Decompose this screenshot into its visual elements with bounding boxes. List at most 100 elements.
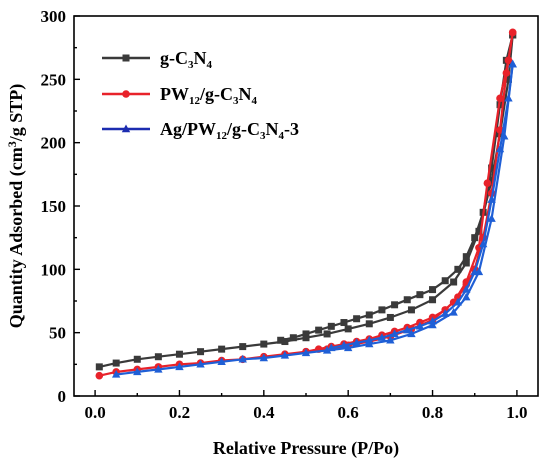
data-point (352, 338, 361, 346)
series-2 (111, 59, 517, 378)
data-point (496, 94, 504, 103)
x-tick-label: 1.0 (506, 403, 527, 422)
data-point (280, 350, 290, 359)
data-point (488, 177, 496, 185)
data-point (462, 253, 470, 261)
data-point (218, 345, 226, 353)
legend-swatch-marker (122, 90, 130, 98)
data-point (508, 28, 517, 37)
data-point (487, 214, 496, 222)
data-point (450, 278, 458, 286)
series-line-adsorption (116, 63, 514, 376)
data-point (441, 309, 450, 317)
data-point (454, 265, 462, 273)
data-point (504, 93, 513, 102)
data-point (478, 239, 488, 248)
data-point (471, 234, 479, 242)
data-point (323, 330, 331, 338)
data-point (462, 259, 470, 267)
data-point (462, 292, 471, 301)
data-point (403, 296, 411, 304)
legend: g-C3N4 PW12/g-C3N4 Ag/PW12/g-C3N4-3 (102, 48, 299, 142)
data-point (470, 267, 479, 276)
data-point (453, 297, 463, 306)
data-point (111, 369, 121, 378)
data-point (239, 343, 247, 351)
y-tick-label: 200 (41, 134, 67, 153)
data-point (391, 301, 399, 309)
data-point (415, 321, 425, 330)
x-tick-label: 0.8 (422, 403, 443, 422)
data-point (416, 291, 424, 299)
y-tick-label: 300 (41, 7, 67, 26)
data-point (377, 333, 387, 341)
y-tick-label: 100 (41, 260, 67, 279)
x-axis-title: Relative Pressure (P/Po) (213, 438, 399, 459)
data-point (327, 322, 335, 330)
data-point (322, 345, 332, 354)
series-line-desorption (305, 32, 514, 353)
tick-layer: 0.0 0.2 0.4 0.6 0.8 1.0 0 50 100 150 200 250 300 (41, 7, 528, 422)
data-point (154, 364, 163, 373)
legend-swatch-marker (122, 54, 130, 62)
data-point (353, 315, 361, 323)
y-tick-label: 150 (41, 197, 67, 216)
data-point (483, 179, 492, 187)
data-point (281, 338, 289, 346)
data-point (95, 363, 103, 371)
data-point (475, 227, 483, 235)
data-point (315, 326, 323, 334)
data-point (277, 336, 285, 344)
data-point (449, 307, 458, 316)
series-line-desorption (280, 34, 514, 342)
series-0 (95, 31, 517, 371)
data-point (260, 340, 268, 348)
series-1 (95, 28, 517, 380)
legend-label: PW12/g-C3N4 (160, 84, 258, 107)
data-point (133, 355, 141, 363)
data-point (504, 75, 512, 83)
y-axis-title: Quantity Adsorbed (cm3/g STP) (5, 84, 27, 329)
data-point (344, 325, 352, 333)
data-point (154, 353, 162, 361)
data-point (365, 311, 373, 319)
data-point (197, 348, 205, 356)
data-point (196, 359, 205, 368)
data-point (175, 350, 183, 358)
data-point (95, 371, 104, 380)
legend-label: g-C3N4 (160, 48, 213, 71)
data-point (133, 367, 142, 376)
data-point (428, 316, 437, 325)
data-point (175, 362, 184, 371)
y-tick-label: 0 (58, 387, 67, 406)
data-point (259, 353, 269, 362)
x-tick-label: 0.4 (253, 403, 275, 422)
data-point (407, 329, 416, 338)
data-point (301, 348, 311, 357)
data-point (365, 335, 374, 344)
data-point (429, 286, 437, 294)
data-point (217, 357, 226, 365)
data-point (508, 59, 517, 68)
data-point (386, 335, 395, 344)
data-point (390, 329, 399, 338)
data-point (112, 359, 120, 367)
y-tick-label: 50 (49, 324, 66, 343)
data-point (495, 144, 505, 153)
data-point (365, 320, 373, 328)
data-point (327, 343, 336, 352)
x-tick-label: 0.0 (84, 403, 105, 422)
data-point (343, 343, 353, 352)
x-tick-label: 0.2 (169, 403, 190, 422)
legend-swatch-marker (121, 124, 131, 133)
data-point (429, 296, 437, 304)
data-point (441, 277, 449, 285)
data-point (302, 334, 310, 342)
x-tick-label: 0.6 (338, 403, 359, 422)
data-point (289, 334, 297, 342)
data-point (502, 69, 511, 77)
data-point (462, 285, 471, 293)
data-point (302, 330, 310, 338)
y-tick-label: 250 (41, 70, 67, 89)
